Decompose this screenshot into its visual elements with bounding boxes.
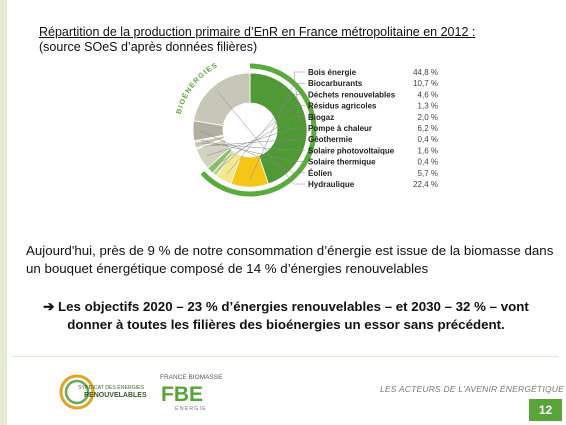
leader-line-8 [200,139,305,162]
legend-label-1: Biocarburants [308,79,363,88]
ser-logo-ring-outer [59,374,95,410]
legend-value-5: 6,2 % [418,124,438,133]
legend-label-5: Pompe à chaleur [308,124,372,133]
objectives-text: Les objectifs 2020 – 23 % d’énergies ren… [58,299,529,332]
fbe-top-text: FRANCE BIOMASSE [160,374,223,381]
leader-line-5 [206,127,305,156]
footer-tagline: LES ACTEURS DE L'AVENIR ÉNERGÉTIQUE [379,384,564,394]
legend-label-6: Géothermie [308,135,353,144]
bioenergy-arc [200,63,317,197]
legend-value-10: 22,4 % [413,180,438,189]
legend-value-7: 1,6 % [418,146,438,155]
slice-10 [193,72,251,127]
legend-label-2: Déchets renouvelables [308,90,396,99]
ser-line-1: SYNDICAT DES ÉNERGIES [78,384,145,391]
legend-label-8: Solaire thermique [308,158,376,167]
ser-line-2: RENOUVELABLES [84,392,147,399]
legend-value-8: 0,4 % [418,158,438,167]
page-number: 12 [529,399,562,421]
slide-title: Répartition de la production primaire d’… [39,25,475,55]
fbe-letters: FBE [161,383,203,406]
left-accent-bar [0,0,7,425]
leader-line-9 [199,130,305,174]
leader-line-7 [201,143,305,151]
leader-line-10 [217,91,305,185]
fbe-logo: FRANCE BIOMASSE FBE ÉNERGIE [160,374,223,412]
legend-label-7: Solaire photovoltaïque [308,146,395,155]
legend-label-0: Bois énergie [308,68,357,77]
biomass-paragraph: Aujourd'hui, près de 9 % de notre consom… [26,243,554,276]
leader-line-2 [226,94,305,175]
leader-line-0 [293,71,305,122]
footer-divider [12,356,558,357]
legend-value-6: 0,4 % [418,135,438,144]
legend-value-3: 1,3 % [418,102,438,111]
ser-logo: SYNDICAT DES ÉNERGIES RENOUVELABLES [59,374,147,410]
objectives-statement: ➔ Les objectifs 2020 – 23 % d’énergies r… [36,298,536,334]
title-line-2: (source SOeS d’après données filières) [39,40,258,54]
legend-value-1: 10,7 % [413,79,438,88]
ser-logo-ring-inner [64,379,90,405]
slice-0 [249,72,308,185]
legend-value-4: 2,0 % [418,113,438,122]
legend-value-0: 44,8 % [413,68,438,77]
legend-label-4: Biogaz [308,113,334,122]
title-line-1: Répartition de la production primaire d’… [39,25,476,39]
legend-value-2: 4,6 % [418,90,438,99]
legend-label-10: Hydraulique [308,180,355,189]
leader-line-1 [249,82,305,181]
arrow-icon: ➔ [43,299,55,314]
fbe-bottom-text: ÉNERGIE [175,405,207,412]
legend-label-9: Éolien [308,169,332,178]
leader-line-6 [202,138,305,147]
legend-value-9: 5,7 % [418,169,438,178]
legend-label-3: Résidus agricoles [308,102,377,111]
